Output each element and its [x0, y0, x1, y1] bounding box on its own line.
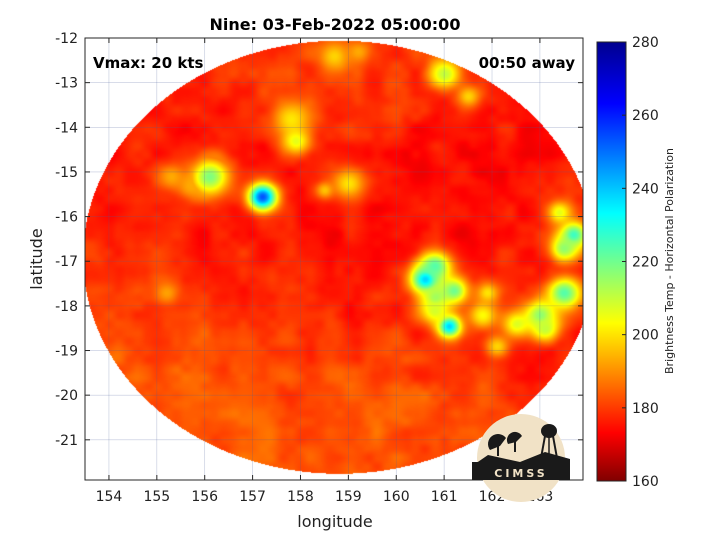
y-tick-label: -20 [55, 388, 78, 404]
cimss-logo: CIMSS [472, 414, 570, 502]
y-axis-label: latitude [27, 228, 46, 289]
y-tick-label: -15 [55, 165, 78, 181]
y-tick-label: -13 [55, 76, 78, 92]
colorbar-tick-label: 260 [632, 108, 659, 124]
y-tick-label: -17 [55, 254, 78, 270]
colorbar-tick-label: 240 [632, 181, 659, 197]
time-away-annotation: 00:50 away [479, 54, 576, 72]
y-tick-label: -16 [55, 210, 78, 226]
colorbar-tick-label: 180 [632, 401, 659, 417]
x-tick-label: 154 [96, 489, 123, 505]
plot-frame [84, 37, 584, 481]
x-axis-ticks: 154155156157158159160161162163 [96, 38, 553, 505]
x-tick-label: 157 [239, 489, 266, 505]
chart-title: Nine: 03-Feb-2022 05:00:00 [210, 15, 461, 34]
x-axis-label: longitude [297, 512, 372, 531]
colorbar-tick-label: 280 [632, 35, 659, 51]
colorbar-label: Brightness Temp - Horizontal Polarizatio… [663, 148, 676, 374]
y-tick-label: -12 [55, 31, 78, 47]
y-axis-ticks: -12 -13 -14 -15 -16 -17 -18 -19 -20 -21 [55, 31, 583, 449]
y-tick-label: -14 [55, 120, 78, 136]
y-tick-label: -18 [55, 299, 78, 315]
cimss-logo-text: CIMSS [494, 467, 547, 480]
x-tick-label: 161 [431, 489, 458, 505]
colorbar-ticks: 160 180 200 220 240 260 280 [622, 35, 659, 490]
brightness-temperature-swath [85, 38, 583, 480]
colorbar-tick-label: 220 [632, 255, 659, 271]
vmax-annotation: Vmax: 20 kts [93, 54, 203, 72]
x-tick-label: 158 [287, 489, 314, 505]
colorbar [596, 41, 627, 482]
colorbar-tick-label: 200 [632, 328, 659, 344]
y-tick-label: -21 [55, 433, 78, 449]
y-tick-label: -19 [55, 344, 78, 360]
x-tick-label: 160 [383, 489, 410, 505]
x-tick-label: 156 [191, 489, 218, 505]
x-tick-label: 159 [335, 489, 362, 505]
colorbar-tick-label: 160 [632, 474, 659, 490]
x-tick-label: 155 [143, 489, 170, 505]
